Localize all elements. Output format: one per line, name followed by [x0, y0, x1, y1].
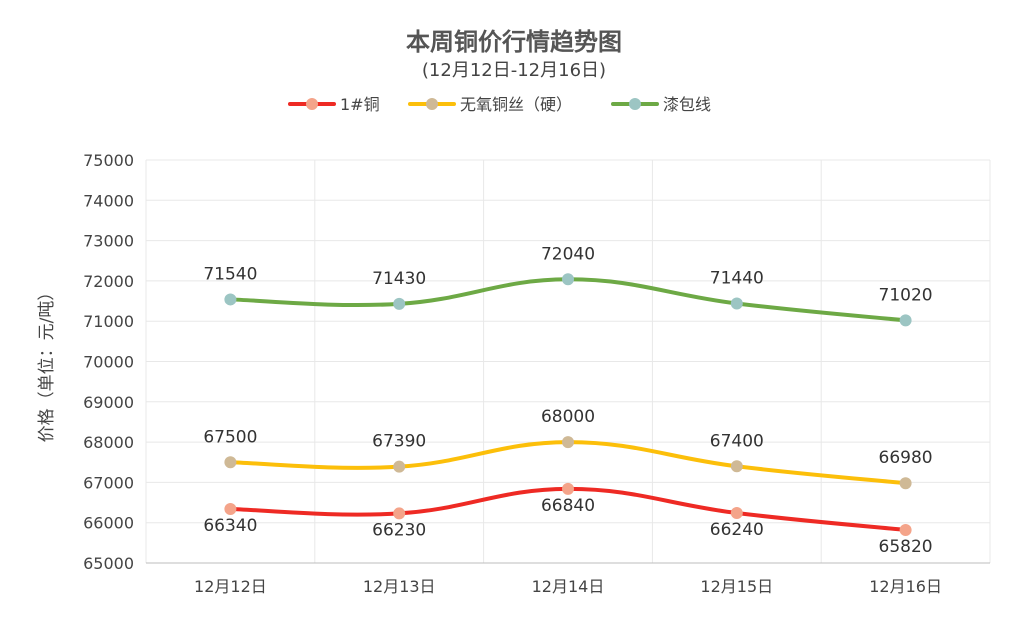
data-point[interactable] — [730, 507, 743, 520]
data-point[interactable] — [393, 460, 406, 473]
y-tick-label: 67000 — [83, 473, 134, 492]
data-label: 71020 — [879, 285, 933, 305]
data-label: 68000 — [541, 407, 595, 427]
y-tick-label: 74000 — [83, 191, 134, 210]
data-point[interactable] — [730, 460, 743, 473]
data-label: 71430 — [372, 269, 426, 289]
x-tick-label: 12月14日 — [532, 577, 605, 596]
legend-item[interactable]: 1#铜 — [288, 95, 380, 114]
data-point[interactable] — [730, 297, 743, 310]
y-axis-label: 价格（单位：元/吨） — [37, 284, 57, 443]
series-line — [228, 440, 908, 486]
data-label: 72040 — [541, 244, 595, 264]
legend-item[interactable]: 无氧铜丝（硬） — [408, 95, 572, 114]
data-point[interactable] — [562, 482, 574, 495]
legend-item[interactable]: 漆包线 — [611, 95, 711, 114]
data-label: 67400 — [710, 431, 764, 451]
data-point[interactable] — [393, 297, 406, 310]
data-label: 66240 — [710, 520, 764, 540]
data-point[interactable] — [224, 293, 237, 306]
x-tick-label: 12月12日 — [194, 577, 267, 596]
data-label: 71540 — [203, 264, 257, 284]
legend: 1#铜 无氧铜丝（硬） 漆包线 — [288, 95, 711, 114]
data-point[interactable] — [562, 273, 574, 286]
y-axis-ticks: 65000 66000 67000 68000 69000 70000 71000 72000… — [83, 151, 134, 573]
y-tick-label: 70000 — [83, 353, 134, 372]
data-label: 67390 — [372, 432, 426, 452]
data-label: 65820 — [879, 537, 933, 557]
x-tick-label: 12月15日 — [700, 577, 773, 596]
y-tick-label: 65000 — [83, 554, 134, 573]
data-point[interactable] — [224, 456, 237, 469]
x-tick-label: 12月16日 — [869, 577, 942, 596]
y-tick-label: 73000 — [83, 232, 134, 251]
chart-title: 本周铜价行情趋势图 — [406, 28, 622, 56]
y-tick-label: 75000 — [83, 151, 134, 170]
data-point[interactable] — [562, 436, 574, 449]
data-label: 66840 — [541, 496, 595, 516]
data-point[interactable] — [393, 507, 406, 520]
series-line — [228, 277, 908, 323]
data-label: 66230 — [372, 520, 426, 540]
data-labels: 66340 66230 66840 66240 65820 67500 67390 68000… — [203, 244, 932, 557]
legend-swatch-marker — [426, 98, 438, 110]
data-label: 71440 — [710, 268, 764, 288]
chart-subtitle: (12月12日-12月16日) — [422, 60, 606, 81]
legend-label: 1#铜 — [340, 95, 380, 114]
y-tick-label: 66000 — [83, 514, 134, 533]
y-tick-label: 72000 — [83, 272, 134, 291]
legend-label: 无氧铜丝（硬） — [460, 95, 572, 114]
y-tick-label: 69000 — [83, 393, 134, 412]
x-tick-label: 12月13日 — [363, 577, 436, 596]
legend-label: 漆包线 — [663, 95, 711, 114]
data-point[interactable] — [899, 523, 912, 536]
legend-swatch-marker — [629, 98, 641, 110]
y-tick-label: 71000 — [83, 312, 134, 331]
data-point[interactable] — [899, 477, 912, 490]
data-label: 66980 — [879, 448, 933, 468]
data-label: 66340 — [203, 516, 257, 536]
y-tick-label: 68000 — [83, 433, 134, 452]
series-group — [224, 273, 912, 536]
legend-swatch-marker — [306, 98, 318, 110]
x-axis-ticks: 12月12日 12月13日 12月14日 12月15日 12月16日 — [194, 577, 942, 596]
data-point[interactable] — [224, 502, 237, 515]
data-label: 67500 — [203, 427, 257, 447]
data-point[interactable] — [899, 314, 912, 327]
